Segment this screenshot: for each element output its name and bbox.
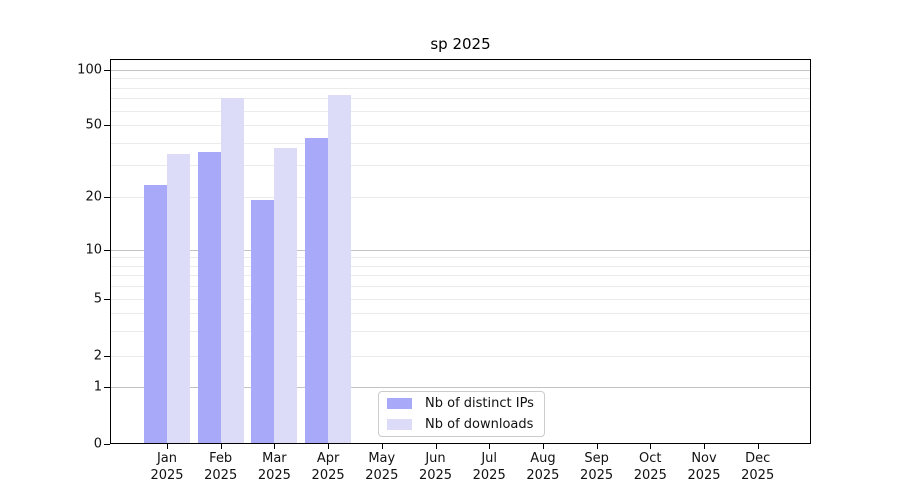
gridline-1 xyxy=(111,387,810,388)
gridline-50 xyxy=(111,125,810,126)
bar-nb-of-distinct-ips-jan xyxy=(144,185,167,443)
gridline-10 xyxy=(111,250,810,251)
x-tick-may xyxy=(381,444,383,449)
legend-label-downloads: Nb of downloads xyxy=(425,417,534,432)
x-tick-label-mar: Mar 2025 xyxy=(257,451,291,483)
x-tick-label-nov: Nov 2025 xyxy=(687,451,721,483)
y-tick-1 xyxy=(104,387,110,388)
gridline-100 xyxy=(111,70,810,71)
gridline-20 xyxy=(111,197,810,198)
bar-nb-of-distinct-ips-mar xyxy=(251,199,275,443)
y-tick-label-100: 100 xyxy=(77,62,102,78)
x-tick-oct xyxy=(650,444,652,449)
legend-item-distinct-ips: Nb of distinct IPs xyxy=(387,396,536,411)
gridline-4 xyxy=(111,312,810,314)
x-tick-label-feb: Feb 2025 xyxy=(204,451,238,483)
gridline-5 xyxy=(111,299,810,300)
x-tick-label-jun: Jun 2025 xyxy=(418,451,453,483)
x-tick-label-jul: Jul 2025 xyxy=(472,451,506,483)
y-tick-50 xyxy=(104,125,110,126)
gridline-30 xyxy=(111,165,810,167)
x-tick-label-jan: Jan 2025 xyxy=(150,451,184,483)
gridline-9 xyxy=(111,257,810,259)
bar-nb-of-downloads-feb xyxy=(220,98,244,443)
y-tick-label-1: 1 xyxy=(93,379,102,395)
x-tick-label-sep: Sep 2025 xyxy=(580,451,614,483)
y-tick-10 xyxy=(104,250,110,251)
y-tick-100 xyxy=(104,70,110,71)
x-tick-label-apr: Apr 2025 xyxy=(311,451,345,483)
y-tick-label-5: 5 xyxy=(93,291,102,307)
bar-nb-of-distinct-ips-apr xyxy=(305,137,329,443)
gridline-6 xyxy=(111,286,810,288)
y-tick-label-0: 0 xyxy=(93,436,102,452)
bar-nb-of-downloads-mar xyxy=(274,147,298,443)
y-tick-label-2: 2 xyxy=(93,348,102,364)
x-tick-jul xyxy=(489,444,491,449)
plot-area xyxy=(110,59,811,444)
legend-swatch-downloads xyxy=(387,419,412,430)
x-tick-feb xyxy=(220,444,222,449)
legend-swatch-distinct-ips xyxy=(387,398,412,409)
legend-label-distinct-ips: Nb of distinct IPs xyxy=(425,396,534,411)
gridline-7 xyxy=(111,275,810,277)
y-tick-label-50: 50 xyxy=(85,117,102,133)
x-tick-label-oct: Oct 2025 xyxy=(633,451,667,483)
gridline-80 xyxy=(111,87,810,89)
gridline-70 xyxy=(111,98,810,100)
gridline-40 xyxy=(111,142,810,144)
x-tick-nov xyxy=(704,444,705,449)
chart-title: sp 2025 xyxy=(430,35,491,53)
gridline-90 xyxy=(111,78,810,80)
legend: Nb of distinct IPs Nb of downloads xyxy=(378,391,545,437)
x-tick-mar xyxy=(274,444,276,449)
x-tick-apr xyxy=(328,444,330,449)
gridline-60 xyxy=(111,110,810,112)
x-tick-dec xyxy=(757,444,759,449)
legend-item-downloads: Nb of downloads xyxy=(387,417,536,432)
x-tick-jan xyxy=(167,444,168,449)
bar-nb-of-downloads-jan xyxy=(167,154,190,443)
bar-nb-of-distinct-ips-feb xyxy=(197,152,221,443)
y-tick-label-20: 20 xyxy=(85,189,102,205)
gridline-8 xyxy=(111,265,810,267)
y-tick-5 xyxy=(104,299,110,300)
y-tick-2 xyxy=(104,356,110,357)
y-tick-20 xyxy=(104,197,110,198)
x-tick-label-aug: Aug 2025 xyxy=(526,451,560,483)
y-tick-label-10: 10 xyxy=(85,242,102,258)
bar-nb-of-downloads-apr xyxy=(328,95,352,443)
x-tick-label-may: May 2025 xyxy=(365,451,399,483)
x-tick-jun xyxy=(435,444,437,449)
x-tick-sep xyxy=(596,444,598,449)
y-tick-0 xyxy=(104,444,110,445)
x-tick-aug xyxy=(542,444,544,449)
x-tick-label-dec: Dec 2025 xyxy=(741,451,775,483)
gridline-2 xyxy=(111,356,810,357)
gridline-3 xyxy=(111,330,810,332)
